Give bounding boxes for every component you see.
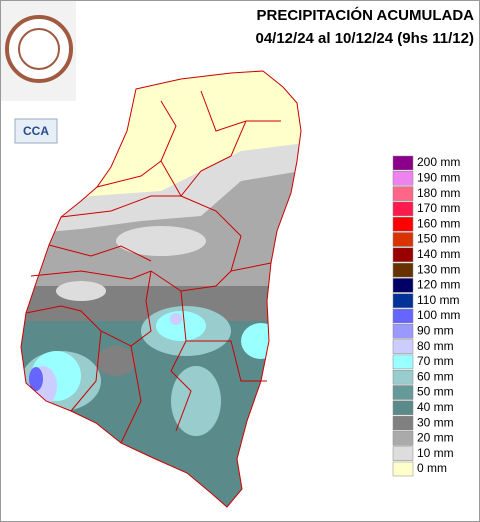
legend-label: 60 mm xyxy=(417,369,454,383)
legend-label: 50 mm xyxy=(417,385,454,399)
legend-label: 180 mm xyxy=(417,186,460,200)
legend-label: 150 mm xyxy=(417,232,460,246)
badge: CCA xyxy=(23,124,49,138)
legend-label: 80 mm xyxy=(417,339,454,353)
legend-label: 90 mm xyxy=(417,323,454,337)
legend-swatch xyxy=(392,415,414,431)
legend-swatch xyxy=(392,201,414,217)
legend-label: 100 mm xyxy=(417,308,460,322)
legend-label: 130 mm xyxy=(417,262,460,276)
district-borders xyxy=(20,70,302,508)
legend-label: 20 mm xyxy=(417,431,454,445)
legend-label: 0 mm xyxy=(417,461,447,475)
legend-label: 200 mm xyxy=(417,155,460,169)
legend-label: 120 mm xyxy=(417,278,460,292)
legend-swatch xyxy=(392,324,414,339)
legend-swatch xyxy=(392,155,414,171)
legend-swatch xyxy=(392,461,414,477)
legend-swatch xyxy=(392,339,414,354)
legend-swatch xyxy=(392,385,414,400)
legend-swatch xyxy=(392,431,414,446)
legend-swatch xyxy=(392,446,414,461)
legend-label: 30 mm xyxy=(417,415,454,429)
legend-swatch xyxy=(392,216,414,232)
logo-inner xyxy=(18,28,60,70)
legend-swatch xyxy=(392,171,414,186)
legend-swatch xyxy=(392,247,414,263)
legend-label: 40 mm xyxy=(417,400,454,414)
legend-swatch xyxy=(392,369,414,385)
legend-swatch xyxy=(392,278,414,293)
legend-swatch xyxy=(392,262,414,278)
legend-label: 160 mm xyxy=(417,216,460,230)
legend-label: 70 mm xyxy=(417,354,454,368)
legend-swatch xyxy=(392,354,414,370)
legend-swatch xyxy=(392,400,414,416)
title: PRECIPITACIÓN ACUMULADA xyxy=(257,6,475,24)
legend-label: 170 mm xyxy=(417,201,460,215)
legend-swatch xyxy=(392,293,414,308)
legend-swatch xyxy=(392,186,414,201)
legend-label: 10 mm xyxy=(417,446,454,460)
legend-swatch xyxy=(392,308,414,324)
legend-swatch xyxy=(392,232,414,247)
subtitle: 04/12/24 al 10/12/24 (9hs 11/12) xyxy=(255,30,474,47)
legend-label: 140 mm xyxy=(417,247,460,261)
badge-box xyxy=(14,118,58,144)
legend-label: 110 mm xyxy=(417,293,459,307)
legend-label: 190 mm xyxy=(417,170,460,184)
